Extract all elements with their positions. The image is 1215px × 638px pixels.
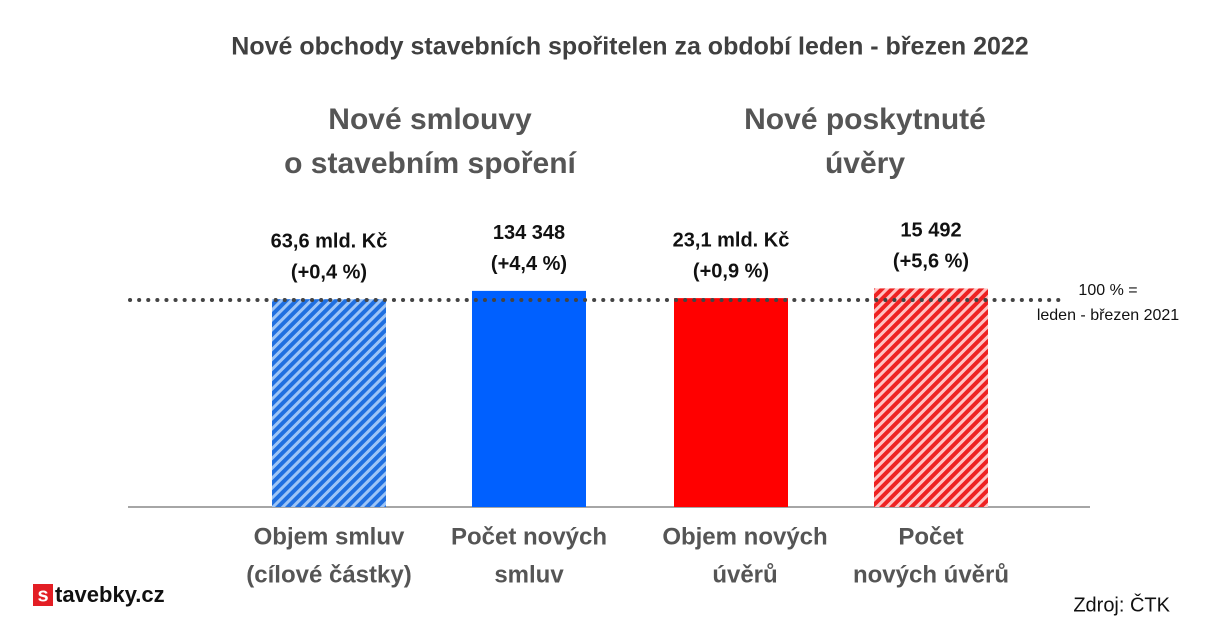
data-label: 23,1 mld. Kč	[673, 229, 790, 251]
bar	[874, 288, 988, 507]
data-label: 15 492	[900, 220, 961, 242]
logo-letter: s	[37, 584, 48, 606]
logo-text: tavebky.cz	[55, 582, 165, 607]
group-header: o stavebním spoření	[284, 147, 577, 180]
x-tick-label: Objem smluv	[254, 523, 405, 550]
reference-label: leden - březen 2021	[1037, 307, 1179, 324]
chart-title: Nové obchody stavebních spořitelen za ob…	[231, 33, 1028, 61]
data-label: 63,6 mld. Kč	[271, 230, 388, 252]
data-label: 134 348	[493, 222, 565, 244]
bar	[472, 290, 586, 507]
x-tick-label: smluv	[494, 561, 564, 588]
bar	[272, 299, 386, 507]
logo-box	[33, 584, 53, 606]
x-tick-label: (cílové částky)	[246, 561, 411, 588]
data-change: (+0,9 %)	[693, 260, 769, 282]
source: Zdroj: ČTK	[1073, 593, 1170, 616]
x-tick-label: Objem nových	[662, 523, 827, 550]
x-tick-label: Počet	[898, 523, 963, 550]
x-tick-label: úvěrů	[712, 561, 777, 588]
x-tick-label: nových úvěrů	[853, 561, 1009, 588]
group-header: Nové smlouvy	[328, 103, 532, 136]
data-change: (+0,4 %)	[291, 261, 367, 283]
bar	[674, 298, 788, 507]
data-change: (+5,6 %)	[893, 251, 969, 273]
group-header: Nové poskytnuté	[744, 103, 986, 136]
group-header: úvěry	[825, 147, 905, 180]
data-change: (+4,4 %)	[491, 253, 567, 275]
x-tick-label: Počet nových	[451, 523, 607, 550]
reference-label: 100 % =	[1078, 282, 1137, 299]
